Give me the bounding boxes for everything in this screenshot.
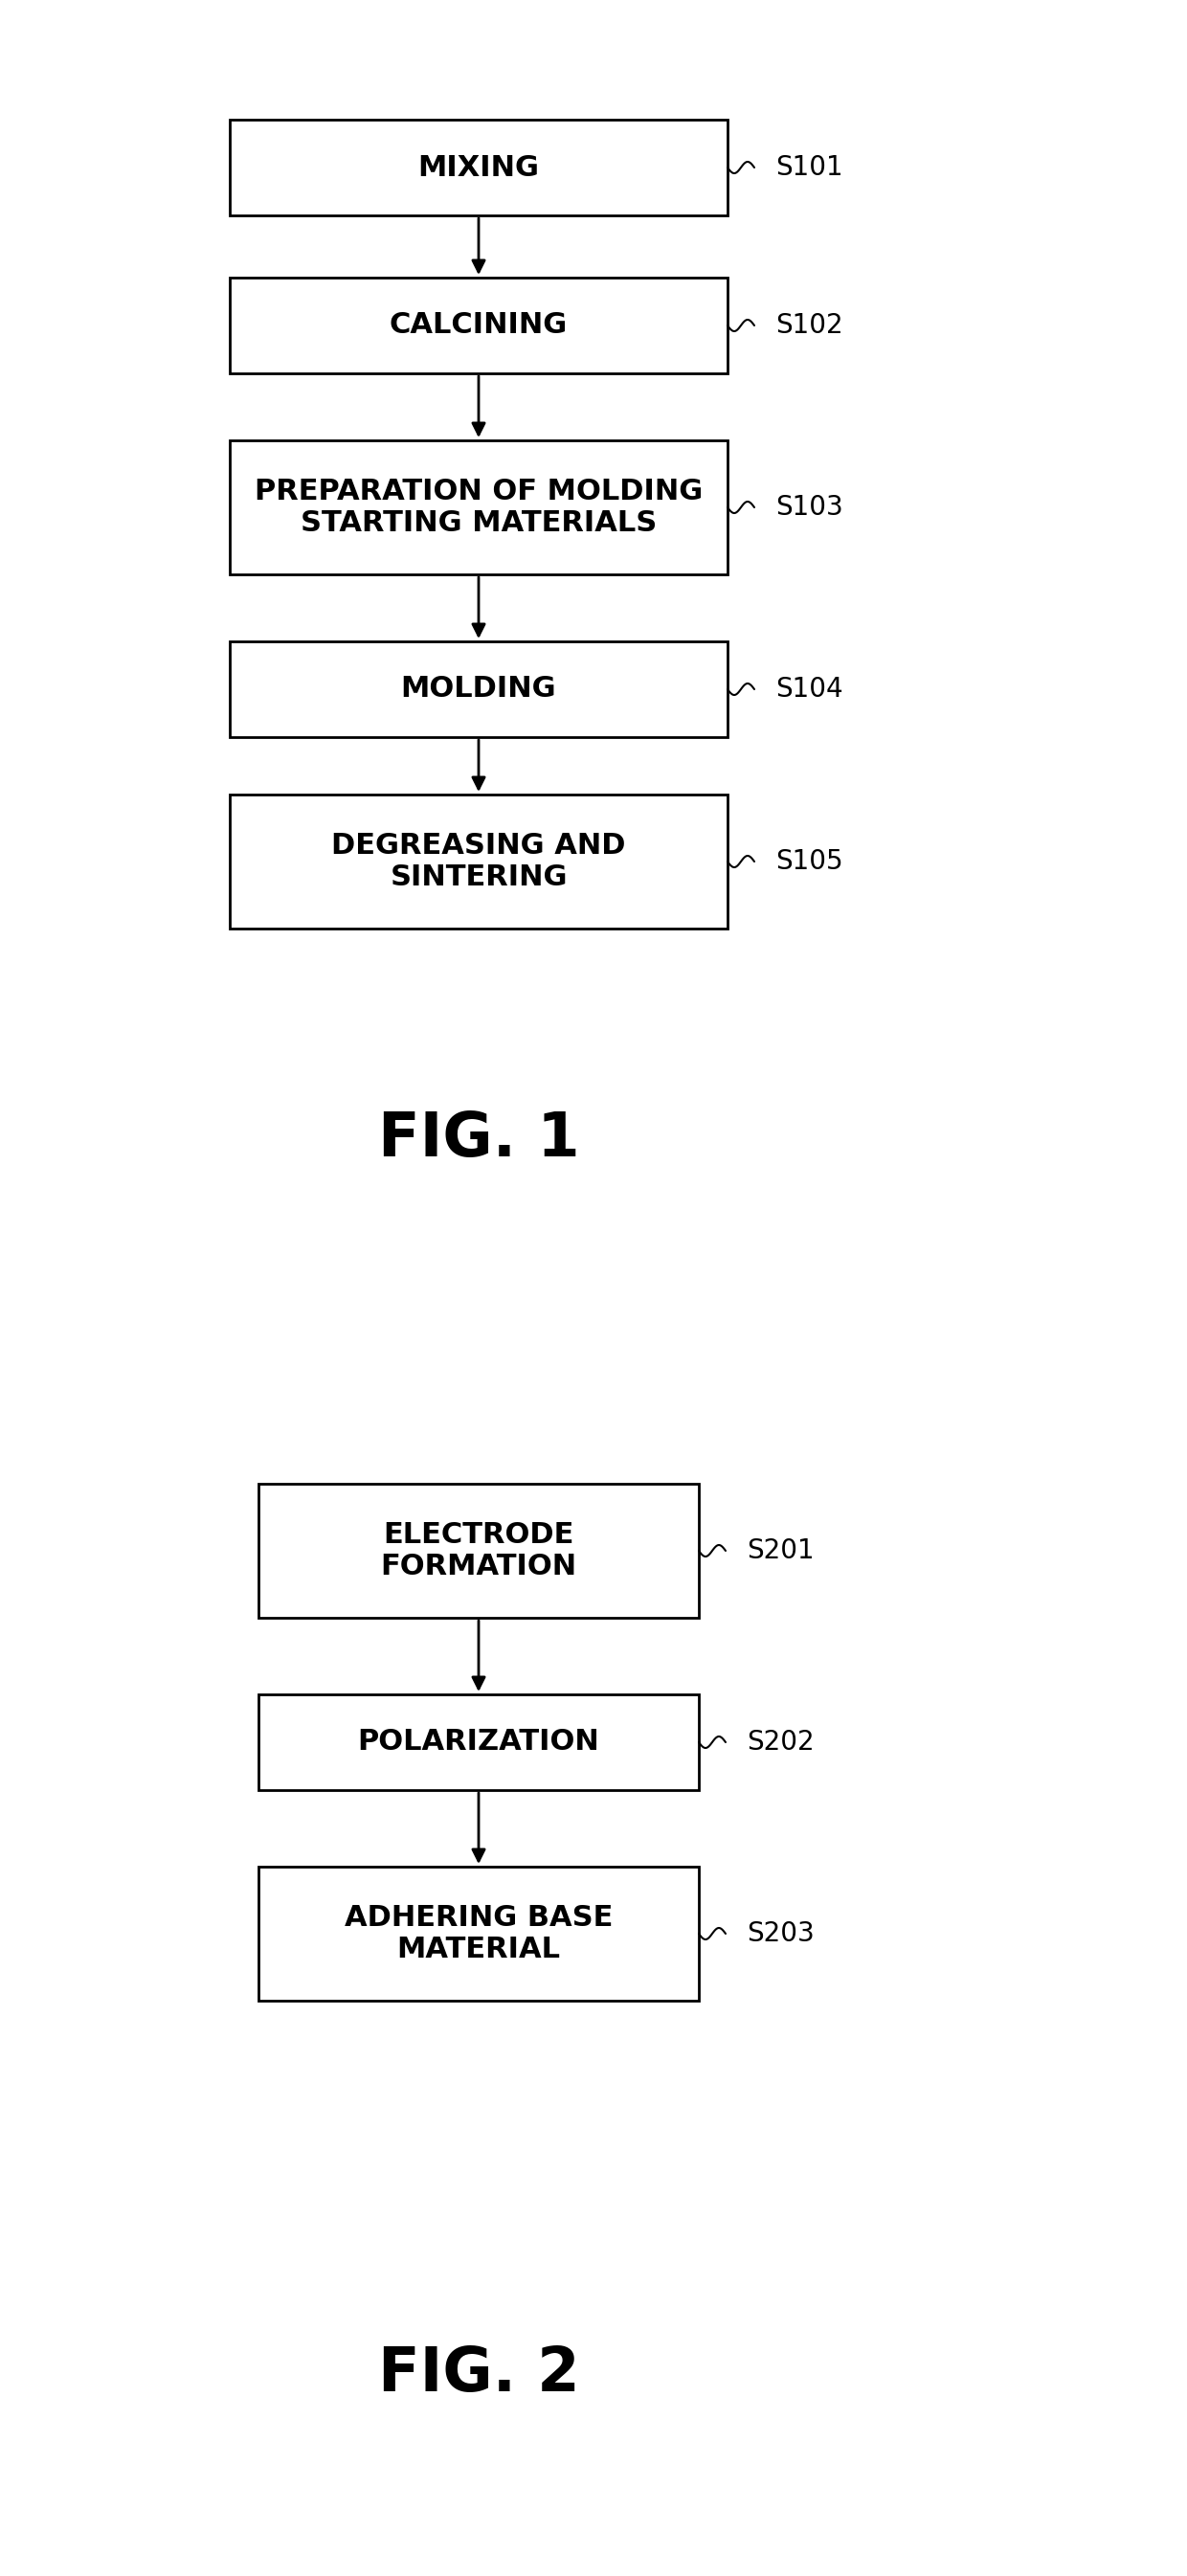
Bar <box>230 440 728 574</box>
Text: POLARIZATION: POLARIZATION <box>357 1728 599 1757</box>
Text: S102: S102 <box>775 312 843 340</box>
Bar <box>259 1695 699 1790</box>
Bar <box>259 1484 699 1618</box>
Bar <box>230 278 728 374</box>
Bar <box>230 118 728 216</box>
Text: S105: S105 <box>775 848 843 876</box>
Bar <box>230 641 728 737</box>
Bar <box>259 1868 699 2002</box>
Text: DEGREASING AND
SINTERING: DEGREASING AND SINTERING <box>331 832 626 891</box>
Text: PREPARATION OF MOLDING
STARTING MATERIALS: PREPARATION OF MOLDING STARTING MATERIAL… <box>254 477 703 538</box>
Text: S202: S202 <box>747 1728 814 1757</box>
Text: FIG. 1: FIG. 1 <box>377 1110 579 1170</box>
Text: S201: S201 <box>747 1538 814 1564</box>
Text: ELECTRODE
FORMATION: ELECTRODE FORMATION <box>381 1520 577 1582</box>
Text: ADHERING BASE
MATERIAL: ADHERING BASE MATERIAL <box>344 1904 612 1963</box>
Text: S101: S101 <box>775 155 843 180</box>
Text: S103: S103 <box>775 495 843 520</box>
Text: S104: S104 <box>775 675 843 703</box>
Bar <box>230 793 728 927</box>
Text: S203: S203 <box>747 1919 814 1947</box>
Text: MOLDING: MOLDING <box>401 675 557 703</box>
Text: MIXING: MIXING <box>418 155 539 180</box>
Text: CALCINING: CALCINING <box>389 312 567 340</box>
Text: FIG. 2: FIG. 2 <box>377 2344 579 2403</box>
